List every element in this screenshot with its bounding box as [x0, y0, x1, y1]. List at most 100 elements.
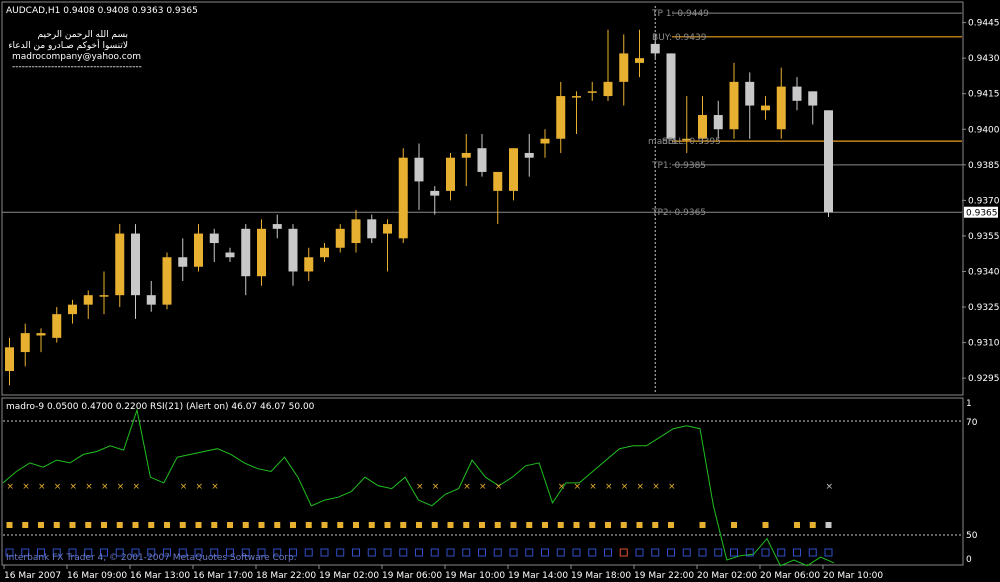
candle-body — [635, 58, 644, 63]
signal-bar-marker — [304, 548, 313, 557]
signal-bar-marker — [667, 548, 675, 557]
signal-x-marker: × — [211, 482, 219, 492]
price-tick-label: 0.9340 — [968, 267, 1000, 277]
price-axis: 0.9445 0.9430 0.9415 0.9400 0.9385 0.9370 0.93… — [962, 19, 1000, 384]
price-pane[interactable] — [1, 1, 964, 396]
signal-bar-marker — [682, 548, 691, 557]
signal-square-marker — [416, 522, 422, 528]
candle-body — [367, 219, 377, 239]
time-tick-label: 19 Mar 10:00 — [445, 571, 505, 581]
candle-body — [272, 224, 282, 229]
signal-square-marker — [809, 522, 816, 528]
candle-body — [52, 314, 62, 338]
signal-square-marker — [384, 522, 391, 528]
candle-body — [808, 91, 818, 106]
candle-body — [698, 115, 707, 139]
candles — [5, 29, 833, 386]
candle-body — [83, 295, 93, 305]
candle-body — [288, 228, 298, 272]
candle-body — [20, 333, 30, 353]
signal-bar-marker — [430, 548, 439, 557]
signal-bar-marker — [572, 548, 581, 557]
signal-bar-marker — [21, 548, 30, 557]
candle-body — [304, 257, 314, 272]
signal-bar-marker — [588, 548, 597, 557]
signal-square-marker — [227, 522, 233, 528]
signal-bar-marker — [5, 548, 14, 557]
time-tick-label: 19 Mar 18:00 — [571, 571, 631, 581]
tp1b-label: TP1: 0.9385 — [651, 161, 706, 171]
signal-x-marker: × — [495, 482, 503, 492]
signal-bar-marker — [257, 548, 266, 557]
sell-label: SELL: 0.9395 — [662, 137, 721, 147]
signal-square-marker — [53, 522, 60, 528]
candle-body — [225, 252, 235, 258]
signal-bar-marker — [619, 548, 628, 557]
signal-bar-marker — [399, 548, 408, 557]
signal-x-marker: × — [38, 482, 46, 492]
tp2-label: TP2: 0.9365 — [651, 208, 706, 218]
signal-x-marker: × — [432, 482, 440, 492]
signal-square-marker — [510, 522, 517, 528]
signal-bar-marker — [714, 548, 723, 557]
signal-x-marker: × — [22, 482, 30, 492]
time-tick-label: 20 Mar 10:00 — [823, 571, 883, 581]
signal-square-marker — [353, 522, 359, 528]
signal-square-marker — [731, 522, 737, 528]
current-price-text: 0.9365 — [966, 209, 998, 219]
price-tick-label: 0.9370 — [968, 196, 1000, 206]
candle-body — [383, 224, 392, 234]
price-tick-label: 0.9325 — [968, 303, 1000, 313]
signal-x-marker: × — [558, 482, 566, 492]
signal-bar-marker — [462, 548, 471, 557]
signal-x-marker: × — [70, 482, 78, 492]
signal-x-marker: × — [196, 482, 204, 492]
ind-tick-70: 70 — [966, 418, 978, 428]
signal-square-marker — [447, 522, 454, 528]
signal-bar-marker — [241, 548, 250, 557]
time-tick-label: 20 Mar 02:00 — [697, 571, 757, 581]
signal-square-marker — [116, 522, 123, 528]
header-separator: ---------------------------------------- — [12, 62, 142, 72]
time-tick-label: 18 Mar 22:00 — [256, 571, 316, 581]
signal-x-marker: × — [101, 482, 109, 492]
signal-bar-marker — [415, 548, 423, 557]
signal-square-marker — [668, 522, 674, 528]
candle-body — [335, 228, 345, 248]
rsi-line — [2, 408, 835, 567]
signal-bar-marker — [194, 548, 203, 557]
signal-bar-marker — [367, 548, 376, 557]
signal-bar-marker — [493, 548, 502, 557]
signal-square-marker — [526, 522, 533, 528]
price-tick-label: 0.9415 — [968, 90, 1000, 100]
signal-square-marker — [463, 522, 470, 528]
indicator-pane[interactable] — [1, 397, 964, 566]
signal-square-marker — [368, 522, 375, 528]
signal-square-marker — [211, 522, 218, 528]
signal-square-marker — [242, 522, 249, 528]
signal-bar-marker — [52, 548, 61, 557]
time-tick-label: 19 Mar 14:00 — [508, 571, 568, 581]
signal-square-marker — [69, 522, 76, 528]
signal-bar-marker — [100, 548, 108, 557]
signal-bar-marker — [37, 548, 45, 557]
signal-x-marker: × — [85, 482, 93, 492]
candle-body — [351, 219, 361, 244]
signal-bar-marker — [320, 548, 329, 557]
candle-body — [682, 138, 692, 141]
signal-bar-marker — [824, 548, 833, 557]
signal-bar-marker — [541, 548, 549, 557]
signal-square-marker — [6, 522, 13, 528]
header-line-2: لاتنسوا أخوكم صـادرو من الدعاء — [8, 39, 128, 51]
signal-square-marker — [179, 522, 186, 528]
signal-square-marker — [274, 522, 281, 528]
signal-square-marker — [132, 522, 139, 528]
price-tick-label: 0.9445 — [968, 19, 1000, 29]
header-email: madrocompany@yahoo.com — [12, 52, 141, 62]
price-tick-label: 0.9430 — [968, 54, 1000, 64]
signal-square-marker — [148, 522, 155, 528]
price-tick-label: 0.9400 — [968, 125, 1000, 135]
signal-bar-marker — [131, 548, 140, 557]
candle-body — [131, 233, 140, 296]
